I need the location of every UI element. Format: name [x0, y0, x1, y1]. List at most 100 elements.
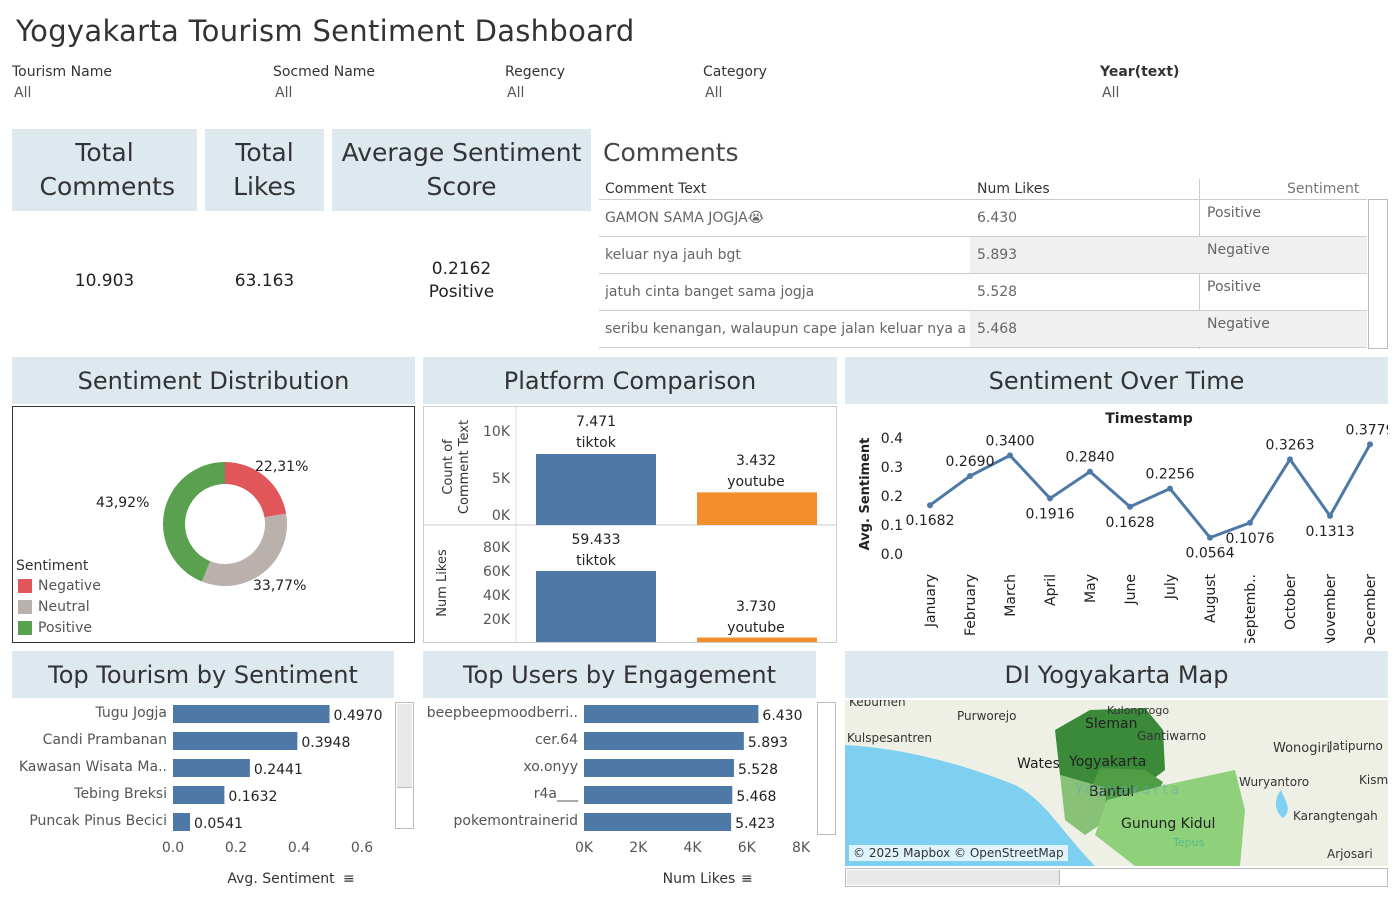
line-point[interactable] — [1207, 534, 1213, 541]
line-point[interactable] — [1047, 495, 1053, 502]
region-sleman[interactable] — [1055, 708, 1165, 788]
label-youtube-count: 3.432 — [736, 453, 776, 469]
legend-swatch-neutral — [18, 600, 32, 614]
place-label: Tepus — [1172, 836, 1205, 849]
donut-slice-positive[interactable] — [163, 462, 225, 582]
filter-value[interactable]: All — [705, 85, 723, 101]
hbar[interactable] — [584, 705, 759, 723]
x-tick-label: 8K — [792, 840, 811, 856]
hbar[interactable] — [173, 732, 298, 750]
dashboard-title: Yogyakarta Tourism Sentiment Dashboard — [16, 14, 635, 48]
comments-table[interactable]: Comment Text Num Likes Sentiment GAMON S… — [599, 179, 1388, 350]
line-point[interactable] — [927, 502, 933, 509]
filter-label: Socmed Name — [273, 64, 376, 80]
line-point[interactable] — [1167, 485, 1173, 492]
hbar[interactable] — [584, 786, 733, 804]
x-tick-label: 0.4 — [288, 840, 310, 856]
filter-socmed-name[interactable]: Socmed Name All — [273, 64, 375, 101]
donut-chart[interactable]: 22,31% 33,77% 43,92% — [13, 407, 414, 642]
place-label: Arjosari — [1327, 847, 1373, 861]
col-header-comment-text[interactable]: Comment Text — [605, 181, 707, 197]
bar-youtube-likes[interactable] — [697, 637, 817, 642]
line-point[interactable] — [1367, 441, 1373, 448]
map-panel[interactable]: Kebumen Purworejo Sleman Kulonprogo Gant… — [845, 700, 1388, 866]
bar-tiktok-likes[interactable] — [536, 571, 656, 642]
hbar[interactable] — [173, 813, 191, 831]
y-tick-label: 0.1 — [881, 518, 903, 534]
table-row[interactable]: GAMON SAMA JOGJA😭 6.430 Positive — [599, 200, 1367, 237]
kpi-avg-sentiment-label: Average Sentiment Score — [341, 138, 582, 201]
legend-title: Sentiment — [16, 558, 89, 574]
x-tick-label: January — [923, 574, 939, 628]
top-tourism-chart[interactable]: Tugu Jogja 0.4970 Candi Prambanan 0.3948 Kaw… — [12, 700, 415, 895]
filter-category[interactable]: Category All — [703, 64, 767, 101]
map-attribution[interactable]: © 2025 Mapbox © OpenStreetMap — [849, 845, 1068, 861]
scrollbar-thumb[interactable] — [847, 870, 1060, 885]
table-row[interactable]: keluar nya jauh bgt 5.893 Negative — [599, 237, 1367, 274]
region-watermark-label: Yogyakarta — [1074, 782, 1182, 798]
filter-value[interactable]: All — [507, 85, 525, 101]
lake — [1275, 790, 1288, 818]
platform-chart[interactable]: Count of Comment Text Num Likes 10K 5K 0… — [424, 407, 836, 642]
label-tiktok-name: tiktok — [576, 553, 617, 569]
filter-tourism-name[interactable]: Tourism Name All — [12, 64, 112, 101]
cell-shade — [1199, 310, 1367, 347]
hbar[interactable] — [173, 759, 250, 777]
hbar[interactable] — [173, 705, 330, 723]
cell-likes: 5.893 — [977, 247, 1018, 263]
tourism-scrollbar[interactable] — [395, 702, 414, 829]
x-tick-label: August — [1203, 573, 1219, 623]
legend-item-neutral[interactable]: Neutral — [18, 599, 90, 615]
donut-slice-neutral[interactable] — [201, 513, 287, 586]
filter-value[interactable]: All — [275, 85, 293, 101]
bar-category-label: pokemontrainerid — [454, 813, 578, 829]
filter-label: Regency — [505, 64, 566, 80]
sort-icon[interactable]: ≡ — [343, 871, 355, 887]
cell-likes: 5.528 — [977, 284, 1018, 300]
line-value-label: 0.2256 — [1146, 467, 1195, 483]
legend-label: Neutral — [38, 599, 90, 615]
filter-value[interactable]: All — [1102, 85, 1120, 101]
line-point[interactable] — [1087, 468, 1093, 475]
scrollbar-thumb[interactable] — [397, 704, 412, 788]
line-point[interactable] — [1327, 512, 1333, 519]
users-scrollbar[interactable] — [817, 702, 836, 835]
legend-item-positive[interactable]: Positive — [18, 620, 92, 636]
hbar[interactable] — [173, 786, 225, 804]
line-point[interactable] — [1287, 456, 1293, 463]
region-bantul[interactable] — [1060, 775, 1107, 835]
line-point[interactable] — [1247, 519, 1253, 526]
table-row[interactable]: jatuh cinta banget sama jogja 5.528 Posi… — [599, 274, 1367, 311]
table-scrollbar[interactable] — [1368, 199, 1388, 349]
bar-youtube-count[interactable] — [697, 492, 817, 525]
map-canvas[interactable]: Kebumen Purworejo Sleman Kulonprogo Gant… — [845, 700, 1388, 866]
sentiment-over-time-header: Sentiment Over Time — [845, 357, 1388, 404]
x-tick-label: 6K — [738, 840, 757, 856]
hbar[interactable] — [584, 813, 732, 831]
line-point[interactable] — [967, 472, 973, 479]
label-negative: 22,31% — [255, 459, 308, 475]
col-header-num-likes[interactable]: Num Likes — [977, 181, 1050, 197]
region-gunung-kidul[interactable] — [1095, 770, 1245, 866]
filter-year[interactable]: Year(text) All — [1100, 64, 1179, 101]
sort-icon[interactable]: ≡ — [741, 871, 753, 887]
line-point[interactable] — [1007, 452, 1013, 459]
legend-item-negative[interactable]: Negative — [18, 578, 101, 594]
bar-tiktok-count[interactable] — [536, 454, 656, 525]
filter-regency[interactable]: Regency All — [505, 64, 565, 101]
bar-value-label: 5.423 — [735, 816, 775, 832]
hbar[interactable] — [584, 732, 744, 750]
line-chart[interactable]: Timestamp Avg. Sentiment 0.4 0.3 0.2 0.1 0.0… — [845, 406, 1388, 643]
top-users-chart[interactable]: beepbeepmoodberri.. 6.430 cer.64 5.893 xo.on… — [423, 700, 837, 895]
map-hscrollbar[interactable] — [845, 868, 1388, 887]
line-point[interactable] — [1127, 503, 1133, 510]
filter-value[interactable]: All — [14, 85, 32, 101]
sentiment-line[interactable] — [929, 443, 1372, 540]
tick-top: 0K — [492, 508, 511, 524]
hbar[interactable] — [584, 759, 734, 777]
col-header-sentiment[interactable]: Sentiment — [1287, 181, 1360, 197]
line-value-label: 0.1076 — [1226, 531, 1275, 547]
table-row[interactable]: seribu kenangan, walaupun cape jalan kel… — [599, 311, 1367, 348]
x-tick-label: 0K — [575, 840, 594, 856]
donut-slice-negative[interactable] — [225, 462, 287, 518]
